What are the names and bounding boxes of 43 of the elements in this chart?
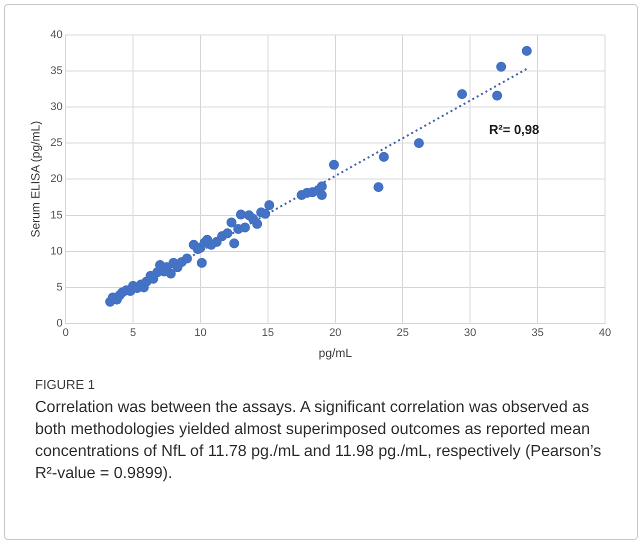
x-tick-label: 15 (262, 327, 274, 340)
text: Correlation was between the assays. A significant correlation was observed as both methodologies yielded almost superimposed outcomes as reported mean concentrations of NfL of 11.78 pg./mL and 11.98 pg./mL, respectively (Pearson’s R²-value = 0.9899). (35, 398, 602, 484)
point (316, 181, 327, 192)
y-tick-label: 25 (50, 137, 63, 150)
point (492, 90, 502, 101)
point (222, 228, 232, 238)
x-axis-title: pg/mL (318, 346, 352, 360)
point (260, 208, 270, 219)
y-tick-label: 30 (50, 101, 63, 114)
annotation: R²= 0,98 (489, 122, 540, 137)
point (414, 138, 424, 148)
point (373, 182, 384, 192)
point (166, 268, 176, 279)
point (328, 160, 339, 170)
point (496, 62, 506, 72)
x-tick-label: 20 (329, 327, 342, 340)
x-tick-label: 5 (130, 327, 136, 340)
y-tick-label: 0 (56, 317, 63, 330)
point (196, 258, 207, 268)
point (182, 254, 192, 264)
x-tick-label: 25 (396, 327, 409, 340)
point (316, 190, 327, 200)
point (457, 89, 468, 100)
y-tick-label: 35 (50, 65, 63, 78)
point (226, 217, 236, 228)
point (236, 210, 246, 220)
point (252, 218, 262, 229)
x-tick-label: 30 (464, 327, 476, 340)
point (522, 46, 532, 56)
y-tick-label: 5 (56, 281, 63, 294)
y-axis-title: Serum ELISA (pg/mL) (28, 120, 43, 238)
y-tick-label: 10 (50, 245, 63, 258)
point (240, 222, 250, 233)
x-tick-label: 35 (531, 327, 544, 340)
x-tick-label: 40 (598, 327, 612, 340)
x-tick-label: 10 (194, 327, 207, 340)
point (378, 152, 389, 162)
y-tick-label: 20 (50, 173, 63, 186)
text: FIGURE 1 (35, 377, 95, 392)
point (229, 238, 240, 248)
point (264, 200, 274, 210)
y-tick-label: 15 (50, 209, 63, 222)
y-tick-label: 40 (50, 29, 63, 42)
